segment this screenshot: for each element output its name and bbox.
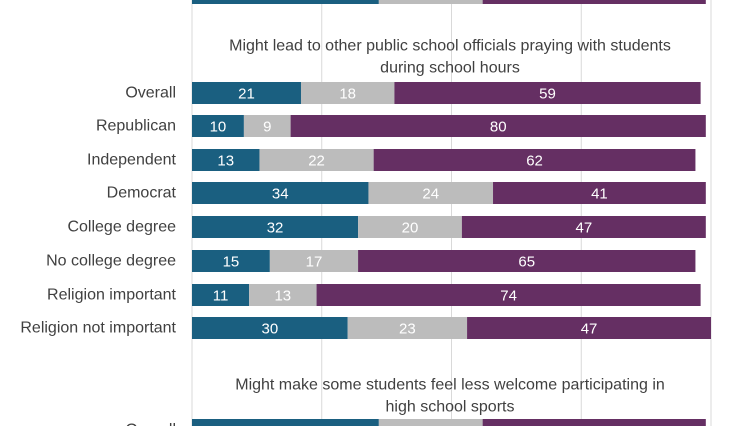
bar-segment-1 xyxy=(192,82,301,104)
bar-segment-1 xyxy=(192,250,270,272)
bar-segment-2 xyxy=(347,317,468,339)
bar-value-label: 10 xyxy=(210,119,227,136)
bar-segment-3 xyxy=(316,284,701,306)
category-label: Democrat xyxy=(107,185,177,202)
bar-value-label: 59 xyxy=(539,86,556,103)
bar-segment-1 xyxy=(192,182,369,204)
bar-segment-2 xyxy=(368,182,494,204)
category-label: Religion important xyxy=(47,287,177,304)
bar-segment-2 xyxy=(269,250,359,272)
bar-value-label: 11 xyxy=(213,288,229,305)
bar-segment-3 xyxy=(482,0,706,4)
bar-value-label: 47 xyxy=(576,220,593,237)
bar-segment-3 xyxy=(493,182,706,204)
category-label: College degree xyxy=(67,219,176,236)
category-label: Overall xyxy=(125,85,176,102)
bar-value-label: 65 xyxy=(518,254,535,271)
bar-value-label: 15 xyxy=(223,254,240,271)
category-label: No college degree xyxy=(46,253,176,270)
group-title: Might make some students feel less welco… xyxy=(235,377,665,394)
bar-value-label: 13 xyxy=(274,288,291,305)
bar-segment-2 xyxy=(249,284,317,306)
bar-segments xyxy=(192,0,711,426)
bar-segment-2 xyxy=(378,0,483,4)
bar-segment-1 xyxy=(192,149,260,171)
group-title: Might lead to other public school offici… xyxy=(229,38,671,55)
category-label: Overall xyxy=(125,422,176,426)
bar-segment-3 xyxy=(482,419,706,426)
bar-segment-3 xyxy=(373,149,696,171)
labels: Might lead to other public school offici… xyxy=(20,38,671,426)
bar-segment-1 xyxy=(192,317,348,339)
group-title: high school sports xyxy=(386,399,515,416)
bar-segment-3 xyxy=(290,115,706,137)
bar-value-label: 41 xyxy=(591,186,608,203)
bar-value-label: 47 xyxy=(581,321,598,338)
bar-segment-3 xyxy=(461,216,706,238)
bar-value-label: 20 xyxy=(402,220,419,237)
category-label: Religion not important xyxy=(20,320,176,337)
bar-segment-1 xyxy=(192,419,379,426)
bar-value-label: 17 xyxy=(306,254,323,271)
bar-value-label: 9 xyxy=(263,119,271,136)
bar-segment-2 xyxy=(358,216,462,238)
bar-value-label: 18 xyxy=(339,86,356,103)
bar-value-label: 34 xyxy=(272,186,289,203)
bar-segment-1 xyxy=(192,0,379,4)
category-label: Republican xyxy=(96,118,176,135)
bar-segment-1 xyxy=(192,284,250,306)
bar-segment-1 xyxy=(192,216,359,238)
bar-segment-3 xyxy=(467,317,711,339)
bar-value-label: 24 xyxy=(422,186,439,203)
gridlines xyxy=(191,0,712,426)
bar-value-label: 30 xyxy=(262,321,279,338)
bar-segment-3 xyxy=(394,82,701,104)
bar-segment-1 xyxy=(192,115,244,137)
bar-value-label: 23 xyxy=(399,321,416,338)
bar-value-label: 62 xyxy=(526,153,543,170)
bar-segment-2 xyxy=(243,115,291,137)
bar-value-label: 80 xyxy=(490,119,507,136)
category-label: Independent xyxy=(87,152,177,169)
bar-value-label: 32 xyxy=(267,220,284,237)
bar-value-label: 21 xyxy=(238,86,255,103)
bar-segment-2 xyxy=(378,419,483,426)
bar-value-label: 13 xyxy=(217,153,234,170)
bar-segment-2 xyxy=(300,82,395,104)
bar-segment-2 xyxy=(259,149,374,171)
group-title: during school hours xyxy=(380,60,520,77)
bar-value-label: 74 xyxy=(500,288,517,305)
bar-segment-3 xyxy=(358,250,696,272)
bar-value-label: 22 xyxy=(308,153,325,170)
